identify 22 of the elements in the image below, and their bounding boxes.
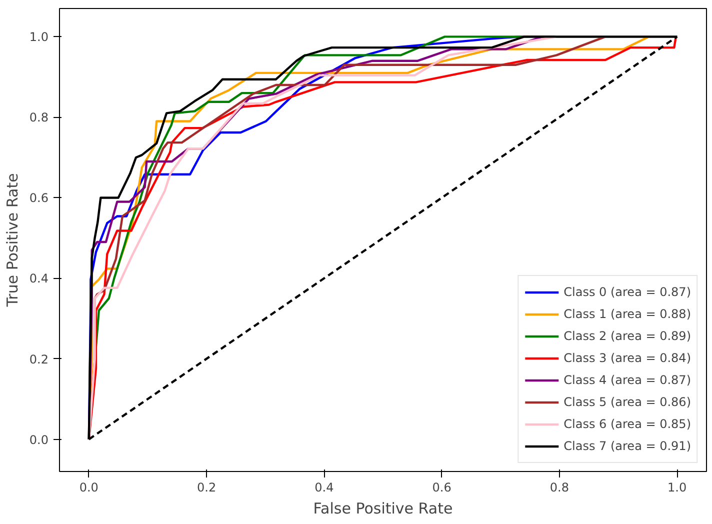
legend-label: Class 0 (area = 0.87) <box>564 285 691 299</box>
legend-label: Class 2 (area = 0.89) <box>564 329 691 343</box>
y-tick-label: 0.2 <box>29 352 49 366</box>
y-tick-label: 0.0 <box>29 432 49 447</box>
legend-label: Class 7 (area = 0.91) <box>564 439 691 453</box>
legend-label: Class 1 (area = 0.88) <box>564 307 691 321</box>
y-axis-title: True Positive Rate <box>3 173 22 308</box>
legend-label: Class 5 (area = 0.86) <box>564 395 691 409</box>
y-tick-label: 0.4 <box>29 272 49 286</box>
legend-label: Class 3 (area = 0.84) <box>564 351 691 365</box>
x-tick-label: 0.2 <box>197 480 216 494</box>
y-tick-label: 1.0 <box>29 30 49 44</box>
legend-label: Class 4 (area = 0.87) <box>564 373 691 387</box>
x-tick-label: 0.6 <box>432 480 452 494</box>
x-axis-title: False Positive Rate <box>313 500 453 518</box>
x-tick-label: 1.0 <box>668 480 687 494</box>
y-tick-label: 0.6 <box>29 191 49 206</box>
legend-label: Class 6 (area = 0.85) <box>564 417 691 431</box>
x-tick-label: 0.4 <box>314 480 334 494</box>
x-tick-label: 0.0 <box>79 480 98 494</box>
y-tick-label: 0.8 <box>29 110 49 125</box>
x-tick-label: 0.8 <box>550 480 570 494</box>
